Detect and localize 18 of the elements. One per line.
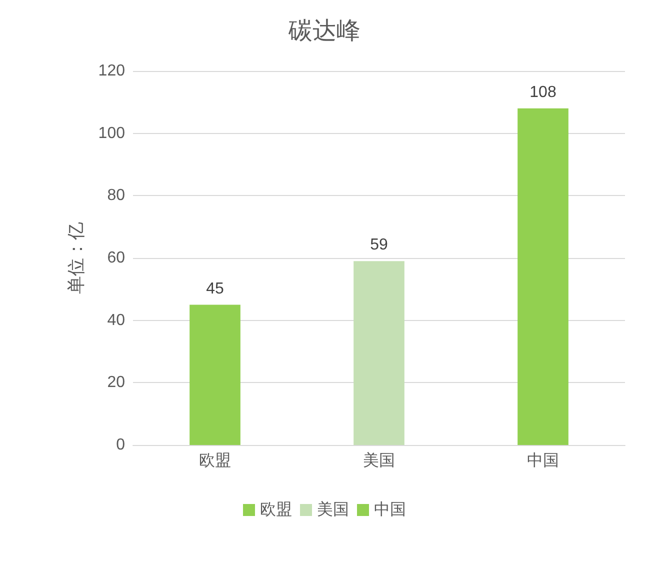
y-tick-label: 120 [98,62,126,80]
y-tick-label: 40 [107,312,126,329]
data-label: 59 [370,236,388,254]
legend-label: 中国 [374,500,406,518]
y-tick-label: 20 [107,374,126,392]
chart-title: 碳达峰 [288,18,360,44]
legend-label: 美国 [317,500,349,518]
data-label: 45 [206,280,224,298]
y-tick-label: 60 [107,250,126,266]
y-tick-label: 0 [116,436,126,454]
y-tick-label: 80 [107,187,126,204]
x-tick-label: 欧盟 [199,452,231,470]
x-tick-label: 中国 [527,452,559,470]
data-label: 108 [530,84,556,101]
y-axis-title: 单位：亿 [66,222,86,294]
x-tick-label: 美国 [363,452,395,470]
y-tick-label: 100 [98,124,126,142]
legend-label: 欧盟 [260,502,292,518]
